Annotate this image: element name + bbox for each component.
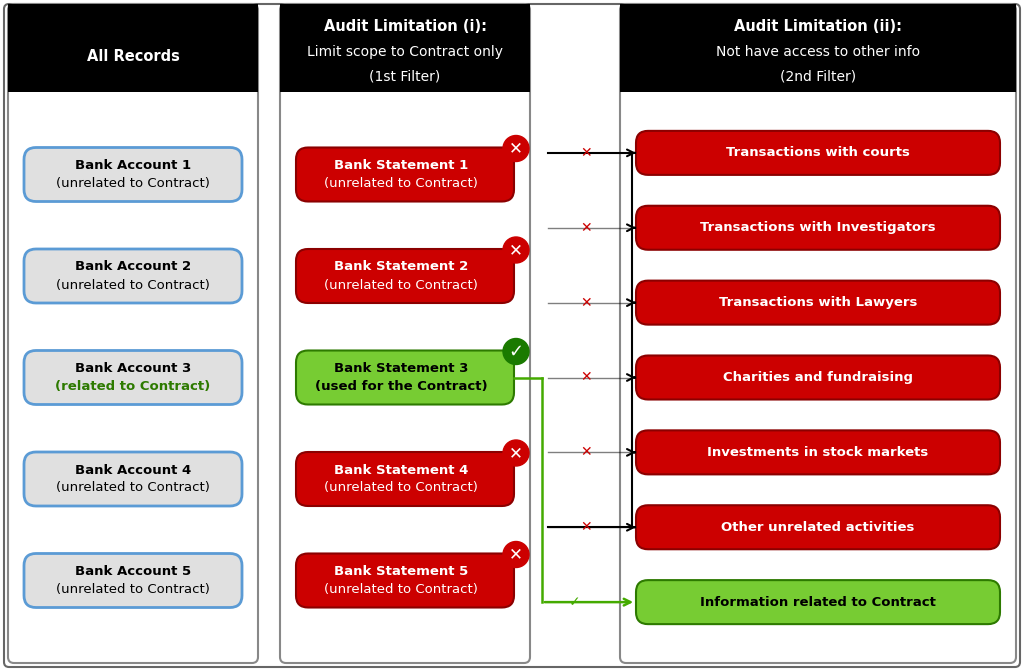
Bar	[8, 4, 258, 92]
Text: Transactions with Lawyers: Transactions with Lawyers	[719, 296, 918, 309]
Text: ✕: ✕	[509, 444, 523, 462]
Circle shape	[503, 136, 529, 162]
FancyBboxPatch shape	[620, 4, 1016, 663]
Text: Limit scope to Contract only: Limit scope to Contract only	[307, 45, 503, 59]
Text: Charities and fundraising: Charities and fundraising	[723, 371, 913, 384]
Text: Bank Account 5: Bank Account 5	[75, 565, 191, 578]
Circle shape	[503, 541, 529, 568]
Text: Bank Account 4: Bank Account 4	[75, 464, 191, 476]
Text: Transactions with Investigators: Transactions with Investigators	[700, 221, 936, 234]
Text: Bank Statement 5: Bank Statement 5	[334, 565, 468, 578]
FancyBboxPatch shape	[24, 350, 242, 405]
Text: Information related to Contract: Information related to Contract	[700, 596, 936, 609]
Text: (related to Contract): (related to Contract)	[55, 380, 211, 393]
Text: Investments in stock markets: Investments in stock markets	[708, 446, 929, 459]
Circle shape	[503, 338, 529, 364]
Circle shape	[503, 440, 529, 466]
Text: (unrelated to Contract): (unrelated to Contract)	[56, 583, 210, 596]
FancyBboxPatch shape	[24, 249, 242, 303]
FancyBboxPatch shape	[296, 452, 514, 506]
Text: Bank Statement 2: Bank Statement 2	[334, 260, 468, 274]
FancyBboxPatch shape	[296, 554, 514, 607]
Text: Bank Account 3: Bank Account 3	[75, 362, 191, 375]
FancyBboxPatch shape	[636, 206, 1000, 250]
Text: ✕: ✕	[509, 546, 523, 564]
FancyBboxPatch shape	[8, 4, 258, 92]
Text: ✓: ✓	[569, 595, 581, 609]
Bar	[620, 4, 1016, 92]
Text: (unrelated to Contract): (unrelated to Contract)	[56, 482, 210, 495]
Text: Bank Statement 4: Bank Statement 4	[334, 464, 468, 476]
Text: ✕: ✕	[509, 241, 523, 259]
Text: ✕: ✕	[580, 520, 592, 534]
Text: ✕: ✕	[580, 296, 592, 309]
FancyBboxPatch shape	[296, 350, 514, 405]
FancyBboxPatch shape	[636, 580, 1000, 624]
FancyBboxPatch shape	[24, 554, 242, 607]
Text: Bank Account 1: Bank Account 1	[75, 159, 191, 172]
Text: ✕: ✕	[580, 446, 592, 460]
Text: Bank Account 2: Bank Account 2	[75, 260, 191, 274]
Circle shape	[503, 237, 529, 263]
FancyBboxPatch shape	[280, 4, 530, 663]
Text: Audit Limitation (i):: Audit Limitation (i):	[324, 19, 486, 34]
FancyBboxPatch shape	[636, 131, 1000, 175]
FancyBboxPatch shape	[280, 4, 530, 92]
FancyBboxPatch shape	[636, 505, 1000, 550]
Text: ✕: ✕	[509, 140, 523, 158]
Text: (unrelated to Contract): (unrelated to Contract)	[324, 177, 478, 190]
FancyBboxPatch shape	[296, 148, 514, 201]
Text: All Records: All Records	[87, 49, 179, 64]
Text: Transactions with courts: Transactions with courts	[726, 146, 910, 160]
Text: (unrelated to Contract): (unrelated to Contract)	[56, 177, 210, 190]
Text: Audit Limitation (ii):: Audit Limitation (ii):	[734, 19, 902, 34]
Text: (unrelated to Contract): (unrelated to Contract)	[56, 278, 210, 291]
Text: ✕: ✕	[580, 221, 592, 235]
Text: Not have access to other info: Not have access to other info	[716, 45, 920, 59]
FancyBboxPatch shape	[24, 148, 242, 201]
FancyBboxPatch shape	[620, 4, 1016, 92]
Text: Bank Statement 3: Bank Statement 3	[334, 362, 468, 375]
Text: (unrelated to Contract): (unrelated to Contract)	[324, 278, 478, 291]
Text: Bank Statement 1: Bank Statement 1	[334, 159, 468, 172]
Text: (unrelated to Contract): (unrelated to Contract)	[324, 482, 478, 495]
Text: (1st Filter): (1st Filter)	[370, 70, 440, 84]
Text: ✕: ✕	[580, 146, 592, 160]
FancyBboxPatch shape	[636, 280, 1000, 325]
FancyBboxPatch shape	[296, 249, 514, 303]
FancyBboxPatch shape	[636, 430, 1000, 474]
FancyBboxPatch shape	[4, 4, 1020, 667]
Text: (used for the Contract): (used for the Contract)	[314, 380, 487, 393]
FancyBboxPatch shape	[8, 4, 258, 663]
Text: Other unrelated activities: Other unrelated activities	[721, 521, 914, 533]
FancyBboxPatch shape	[24, 452, 242, 506]
Bar	[280, 4, 530, 92]
Text: ✕: ✕	[580, 370, 592, 384]
Text: (2nd Filter): (2nd Filter)	[780, 70, 856, 84]
Text: ✓: ✓	[509, 342, 523, 360]
Text: (unrelated to Contract): (unrelated to Contract)	[324, 583, 478, 596]
FancyBboxPatch shape	[636, 356, 1000, 399]
